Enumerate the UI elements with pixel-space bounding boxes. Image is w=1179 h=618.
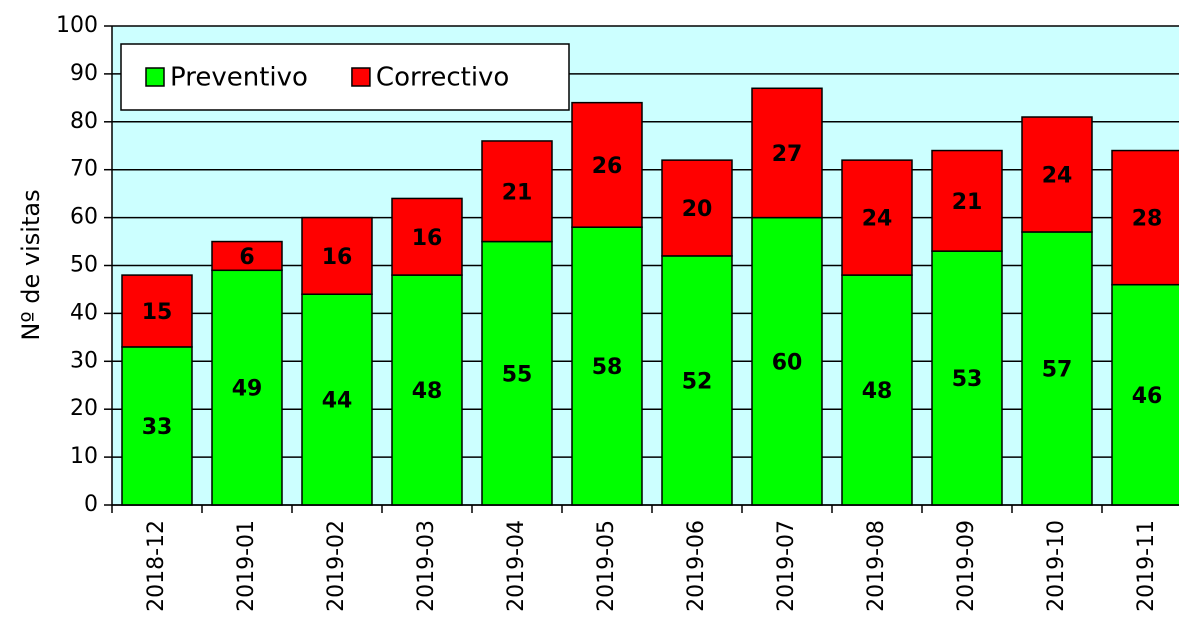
legend-label: Preventivo [170,63,308,93]
bar-segment [301,293,373,506]
legend-box [120,43,570,111]
data-label: 44 [322,389,353,414]
bar-segment [481,240,553,506]
data-label: 20 [682,197,713,222]
legend-label: Correctivo [376,63,509,93]
data-label: 58 [592,355,623,380]
x-tick-label: 2019-01 [234,520,259,612]
x-tick-label: 2019-03 [414,520,439,612]
bar-segment [481,140,553,243]
bar-segment [391,197,463,276]
y-tick-label: 50 [70,253,98,278]
data-label: 24 [1042,163,1073,188]
legend-swatch [145,67,165,87]
bar-segment [1021,116,1093,233]
bar-segment [1111,283,1179,506]
x-tick-label: 2019-09 [954,520,979,612]
x-tick-label: 2019-05 [594,520,619,612]
data-label: 28 [1132,207,1163,232]
bar-segment [571,101,643,228]
y-tick-label: 100 [56,13,98,38]
data-label: 52 [682,369,713,394]
y-tick-label: 0 [84,492,98,517]
data-label: 57 [1042,357,1073,382]
bar-segment [1111,149,1179,286]
data-label: 24 [862,207,893,232]
data-label: 48 [862,379,893,404]
y-tick-label: 30 [70,348,98,373]
data-label: 33 [142,415,173,440]
bar-segment [751,87,823,219]
data-label: 27 [772,142,803,167]
x-tick-label: 2019-02 [324,520,349,612]
y-tick-label: 70 [70,157,98,182]
bar-segment [841,274,913,506]
bar-segment [931,149,1003,252]
bar-segment [121,274,193,348]
data-label: 16 [412,226,443,251]
data-label: 53 [952,367,983,392]
data-label: 26 [592,154,623,179]
bar-segment [1021,231,1093,506]
bar-segment [391,274,463,506]
bar-segment [751,216,823,506]
data-label: 60 [772,350,803,375]
legend-swatch [351,67,371,87]
data-label: 6 [239,245,254,270]
bar-segment [211,240,283,272]
y-tick-label: 90 [70,61,98,86]
bar-segment [661,159,733,257]
data-label: 16 [322,245,353,270]
data-label: 55 [502,362,533,387]
x-tick-label: 2018-12 [144,520,169,612]
x-tick-label: 2019-08 [864,520,889,612]
data-label: 21 [502,180,533,205]
x-tick-label: 2019-10 [1044,520,1069,612]
bar-segment [931,250,1003,506]
bar-segment [841,159,913,276]
y-tick-label: 10 [70,444,98,469]
y-tick-label: 80 [70,109,98,134]
bar-segment [571,226,643,506]
y-axis-label: Nº de visitas [17,189,45,340]
x-tick-label: 2019-04 [504,520,529,612]
bar-segment [301,216,373,295]
y-tick-label: 20 [70,396,98,421]
bar-segment [661,255,733,506]
x-tick-label: 2019-11 [1134,520,1159,612]
data-label: 48 [412,379,443,404]
x-tick-label: 2019-06 [684,520,709,612]
y-tick-label: 40 [70,300,98,325]
data-label: 49 [232,377,263,402]
y-tick-label: 60 [70,205,98,230]
data-label: 46 [1132,384,1163,409]
data-label: 15 [142,300,173,325]
x-tick-label: 2019-07 [774,520,799,612]
data-label: 21 [952,190,983,215]
